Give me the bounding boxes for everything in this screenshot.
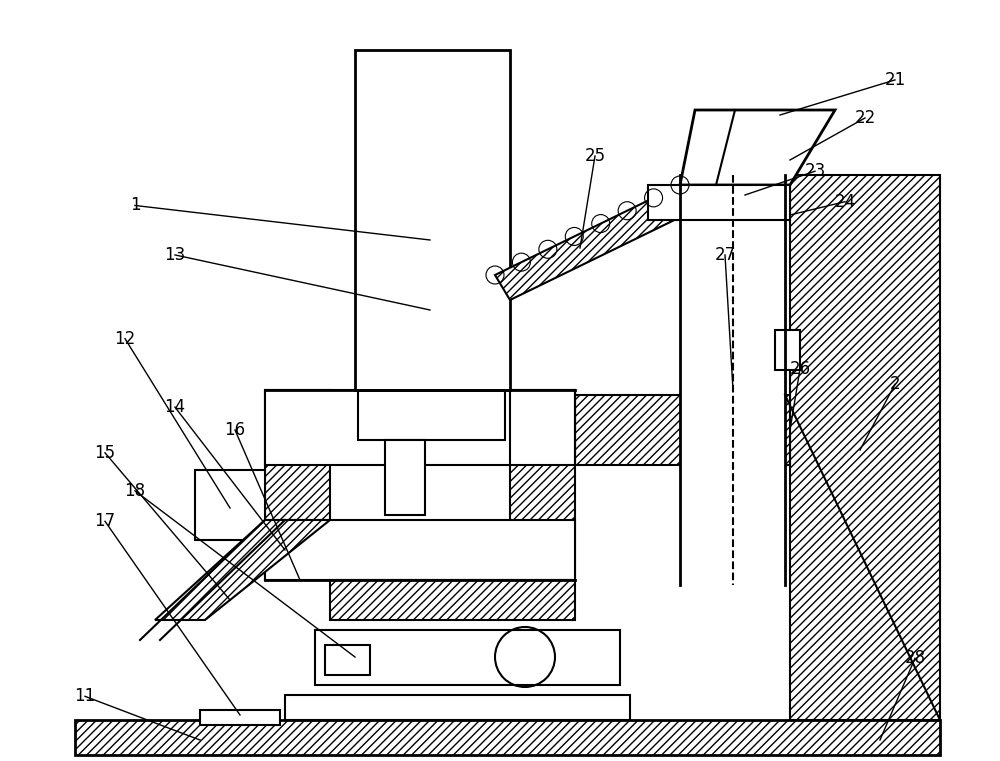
Bar (265, 520, 575, 580)
Bar (385, 440, 425, 515)
Text: 15: 15 (94, 444, 116, 462)
Bar (195, 470, 265, 540)
Text: 28: 28 (904, 649, 926, 667)
Polygon shape (510, 390, 575, 580)
Polygon shape (265, 390, 330, 580)
Polygon shape (75, 720, 940, 755)
Polygon shape (155, 520, 330, 620)
Text: 27: 27 (714, 246, 736, 264)
Bar (285, 695, 630, 720)
Polygon shape (790, 175, 940, 720)
Bar (355, 50, 510, 390)
Bar (648, 185, 790, 220)
Bar (325, 645, 370, 675)
Text: 26: 26 (789, 360, 811, 378)
Text: 2: 2 (890, 375, 900, 393)
Bar (681, 176, 785, 585)
Text: 18: 18 (124, 482, 146, 500)
Bar (265, 390, 575, 465)
Polygon shape (510, 395, 790, 465)
Text: 16: 16 (224, 421, 246, 439)
Polygon shape (680, 110, 835, 185)
Text: 13: 13 (164, 246, 186, 264)
Text: 21: 21 (884, 71, 906, 89)
Text: 25: 25 (584, 147, 606, 165)
Text: 22: 22 (854, 109, 876, 127)
Text: 14: 14 (164, 398, 186, 416)
Polygon shape (330, 580, 575, 620)
Text: 24: 24 (834, 193, 856, 211)
Bar (200, 710, 280, 725)
Bar (315, 630, 620, 685)
Text: 23: 23 (804, 162, 826, 180)
Text: 1: 1 (130, 196, 140, 215)
Bar (775, 330, 800, 370)
Polygon shape (495, 185, 695, 300)
Bar (358, 390, 505, 440)
Text: 11: 11 (74, 687, 96, 705)
Text: 12: 12 (114, 330, 136, 348)
Text: 17: 17 (94, 512, 116, 530)
